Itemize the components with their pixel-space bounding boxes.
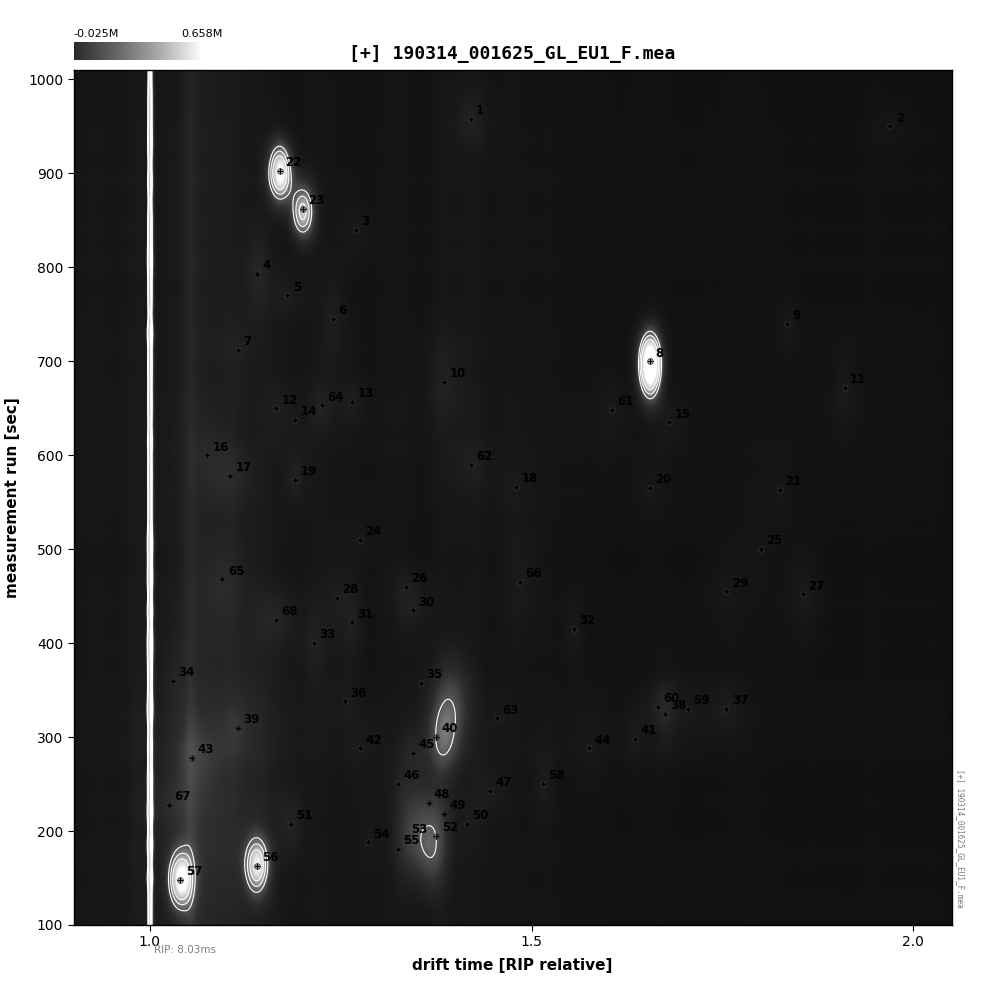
Text: 54: 54 bbox=[373, 828, 389, 841]
Text: 38: 38 bbox=[671, 699, 687, 712]
Text: 14: 14 bbox=[300, 405, 317, 418]
Text: 49: 49 bbox=[449, 799, 466, 812]
Text: 12: 12 bbox=[282, 394, 297, 407]
Text: 21: 21 bbox=[785, 475, 801, 488]
Text: 44: 44 bbox=[594, 734, 611, 747]
Y-axis label: measurement run [sec]: measurement run [sec] bbox=[5, 397, 20, 598]
Text: 11: 11 bbox=[850, 373, 866, 386]
Text: 18: 18 bbox=[522, 472, 539, 485]
Text: 43: 43 bbox=[197, 743, 214, 756]
Text: 30: 30 bbox=[419, 596, 435, 609]
Text: 64: 64 bbox=[327, 391, 343, 404]
Text: 42: 42 bbox=[365, 734, 382, 747]
Text: 62: 62 bbox=[476, 450, 492, 463]
Text: 7: 7 bbox=[243, 335, 251, 348]
Text: 27: 27 bbox=[808, 580, 824, 593]
Text: 63: 63 bbox=[502, 704, 519, 717]
Text: 35: 35 bbox=[427, 668, 442, 681]
Text: 40: 40 bbox=[441, 722, 458, 735]
Text: 24: 24 bbox=[365, 525, 382, 538]
Text: 4: 4 bbox=[262, 259, 271, 272]
Text: [+] 190314_001625_GL_EU1_F.mea: [+] 190314_001625_GL_EU1_F.mea bbox=[955, 769, 965, 908]
Text: -0.025M: -0.025M bbox=[74, 29, 119, 39]
Text: 36: 36 bbox=[350, 687, 366, 700]
Text: 59: 59 bbox=[694, 694, 710, 707]
Text: 52: 52 bbox=[441, 821, 458, 834]
Text: 6: 6 bbox=[338, 304, 346, 317]
Text: 58: 58 bbox=[548, 769, 565, 782]
Text: 56: 56 bbox=[262, 851, 279, 864]
Text: 45: 45 bbox=[419, 738, 436, 751]
Text: 55: 55 bbox=[403, 834, 420, 847]
Text: 10: 10 bbox=[449, 367, 465, 380]
Text: 28: 28 bbox=[342, 583, 359, 596]
Text: 22: 22 bbox=[285, 156, 301, 169]
Text: 46: 46 bbox=[403, 769, 420, 782]
Text: 41: 41 bbox=[640, 724, 656, 737]
Text: 60: 60 bbox=[663, 692, 680, 705]
Text: 13: 13 bbox=[358, 387, 374, 400]
Text: 33: 33 bbox=[320, 628, 336, 641]
Title: [+] 190314_001625_GL_EU1_F.mea: [+] 190314_001625_GL_EU1_F.mea bbox=[349, 45, 676, 63]
Text: 29: 29 bbox=[732, 577, 749, 590]
Text: 51: 51 bbox=[296, 809, 313, 822]
Text: 3: 3 bbox=[361, 215, 370, 228]
Text: 32: 32 bbox=[579, 614, 595, 627]
Text: 67: 67 bbox=[175, 790, 190, 803]
Text: 48: 48 bbox=[434, 788, 450, 801]
Text: 8: 8 bbox=[655, 347, 663, 360]
Text: 9: 9 bbox=[793, 309, 801, 322]
Text: 68: 68 bbox=[282, 605, 298, 618]
Text: 25: 25 bbox=[766, 534, 783, 547]
Text: 39: 39 bbox=[243, 713, 259, 726]
Text: 65: 65 bbox=[228, 565, 244, 578]
Text: 50: 50 bbox=[472, 809, 489, 822]
Text: 26: 26 bbox=[411, 572, 428, 585]
Text: 16: 16 bbox=[213, 441, 229, 454]
Text: 57: 57 bbox=[185, 865, 202, 878]
Text: 2: 2 bbox=[896, 112, 904, 125]
Text: 37: 37 bbox=[732, 694, 748, 707]
Text: 61: 61 bbox=[617, 395, 634, 408]
Text: 20: 20 bbox=[655, 473, 672, 486]
Text: 15: 15 bbox=[674, 408, 691, 421]
X-axis label: drift time [RIP relative]: drift time [RIP relative] bbox=[412, 958, 613, 973]
Text: 5: 5 bbox=[292, 281, 301, 294]
Text: 1: 1 bbox=[476, 104, 484, 117]
Text: 53: 53 bbox=[411, 823, 428, 836]
Text: 66: 66 bbox=[526, 567, 542, 580]
Text: 23: 23 bbox=[308, 194, 324, 207]
Text: 47: 47 bbox=[495, 776, 511, 789]
Text: 17: 17 bbox=[235, 461, 252, 474]
Text: 31: 31 bbox=[358, 608, 374, 621]
Text: RIP: 8.03ms: RIP: 8.03ms bbox=[154, 945, 216, 955]
Text: 19: 19 bbox=[300, 465, 317, 478]
Text: 34: 34 bbox=[179, 666, 194, 679]
Text: 0.658M: 0.658M bbox=[181, 29, 223, 39]
